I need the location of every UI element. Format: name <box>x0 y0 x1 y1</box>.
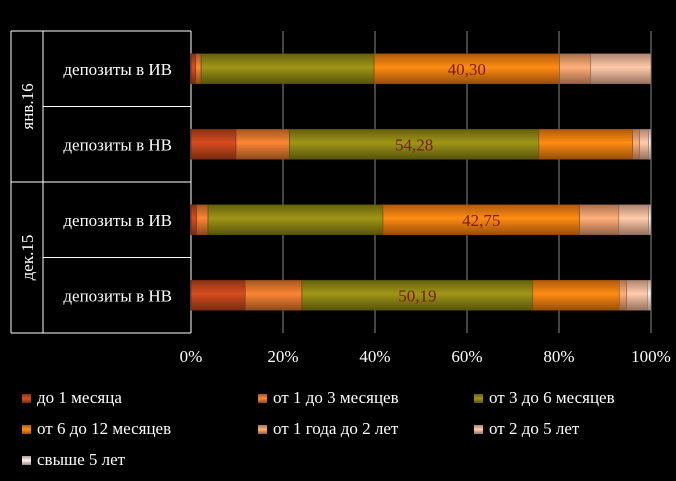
x-tick-label: 60% <box>451 347 482 366</box>
category-label: депозиты в ИВ <box>63 60 172 79</box>
x-tick-label: 100% <box>631 347 671 366</box>
x-tick-label: 20% <box>267 347 298 366</box>
legend-swatch <box>474 393 483 403</box>
bar-segment-от-1-года-до-2-лет <box>618 279 627 311</box>
bar-segment-от-6-до-12-месяцев <box>538 128 633 160</box>
x-tick-label: 40% <box>359 347 390 366</box>
group-label: дек.15 <box>18 235 37 281</box>
legend-label: до 1 месяца <box>37 388 122 407</box>
legend-swatch <box>22 393 31 403</box>
legend-label: от 1 года до 2 лет <box>273 419 399 438</box>
legend-label: от 6 до 12 месяцев <box>37 419 172 438</box>
legend-row: до 1 месяца от 1 до 3 месяцев от 3 до 6 ме… <box>22 388 672 419</box>
bar-segment-до-1-месяца <box>190 204 197 236</box>
legend-label: от 1 до 3 месяцев <box>273 388 399 407</box>
bar-segment-от-6-до-12-месяцев <box>373 53 560 85</box>
bar-segment-от-1-года-до-2-лет <box>632 128 640 160</box>
bar-segment-от-1-до-3-месяцев <box>196 204 209 236</box>
x-tick-label: 80% <box>543 347 574 366</box>
legend-label: от 2 до 5 лет <box>489 419 580 438</box>
legend-swatch <box>258 393 267 403</box>
bar-segment-от-3-до-6-месяцев <box>289 128 540 160</box>
bar-segment-свыше-5-лет <box>647 279 652 311</box>
bar-segment-от-3-до-6-месяцев <box>200 53 375 85</box>
legend-row: от 6 до 12 месяцев от 1 года до 2 лет от 2… <box>22 419 672 450</box>
bar-segment-от-3-до-6-месяцев <box>207 204 384 236</box>
category-label: депозиты в НВ <box>63 286 172 305</box>
legend-swatch <box>258 424 267 434</box>
data-labels: 40,30 54,28 42,75 50,19 <box>395 60 500 306</box>
legend-label: свыше 5 лет <box>37 450 126 469</box>
bar-segment-от-2-до-5-лет <box>639 128 650 160</box>
bar-segment-свыше-5-лет <box>648 128 652 160</box>
bar-segment-от-6-до-12-месяцев <box>382 204 580 236</box>
bar-segment-от-1-до-3-месяцев <box>244 279 303 311</box>
bar-segment-от-1-года-до-2-лет <box>559 53 592 85</box>
bar-segment-свыше-5-лет <box>648 204 652 236</box>
bar-segment-до-1-месяца <box>190 128 237 160</box>
category-label: депозиты в ИВ <box>63 211 172 230</box>
x-tick-label: 0% <box>180 347 203 366</box>
legend-item-от-6-до-12-месяцев: от 6 до 12 месяцев <box>22 419 171 439</box>
legend-item-от-2-до-5-лет: от 2 до 5 лет <box>474 419 579 439</box>
bar-segment-от-2-до-5-лет <box>590 53 652 85</box>
x-axis-ticks: 0% 20% 40% 60% 80% 100% <box>180 347 671 366</box>
data-label: 50,19 <box>398 286 436 305</box>
bar-segment-от-1-года-до-2-лет <box>579 204 620 236</box>
legend-swatch <box>474 424 483 434</box>
bar-segment-от-1-до-3-месяцев <box>195 53 202 85</box>
bar-segment-от-2-до-5-лет <box>626 279 649 311</box>
group-label: янв.16 <box>18 83 37 129</box>
legend-row: свыше 5 лет <box>22 450 672 481</box>
bar-segment-от-1-до-3-месяцев <box>235 128 290 160</box>
legend-item-от-1-года-до-2-лет: от 1 года до 2 лет <box>258 419 398 439</box>
legend-swatch <box>22 455 31 465</box>
bars <box>190 53 652 311</box>
bar-segment-от-2-до-5-лет <box>618 204 649 236</box>
data-label: 42,75 <box>462 211 500 230</box>
bar-segment-до-1-месяца <box>190 53 196 85</box>
legend-swatch <box>22 424 31 434</box>
data-label: 40,30 <box>448 60 486 79</box>
bar-segment-до-1-месяца <box>190 279 246 311</box>
legend-label: от 3 до 6 месяцев <box>489 388 615 407</box>
legend-item-от-1-до-3-месяцев: от 1 до 3 месяцев <box>258 388 399 408</box>
data-label: 54,28 <box>395 135 433 154</box>
legend-item-от-3-до-6-месяцев: от 3 до 6 месяцев <box>474 388 615 408</box>
legend-item-до-1-месяца: до 1 месяца <box>22 388 122 408</box>
legend-item-свыше-5-лет: свыше 5 лет <box>22 450 125 470</box>
category-label: депозиты в НВ <box>63 135 172 154</box>
bar-segment-от-6-до-12-месяцев <box>532 279 620 311</box>
legend: до 1 месяца от 1 до 3 месяцев от 3 до 6 ме… <box>22 388 672 481</box>
